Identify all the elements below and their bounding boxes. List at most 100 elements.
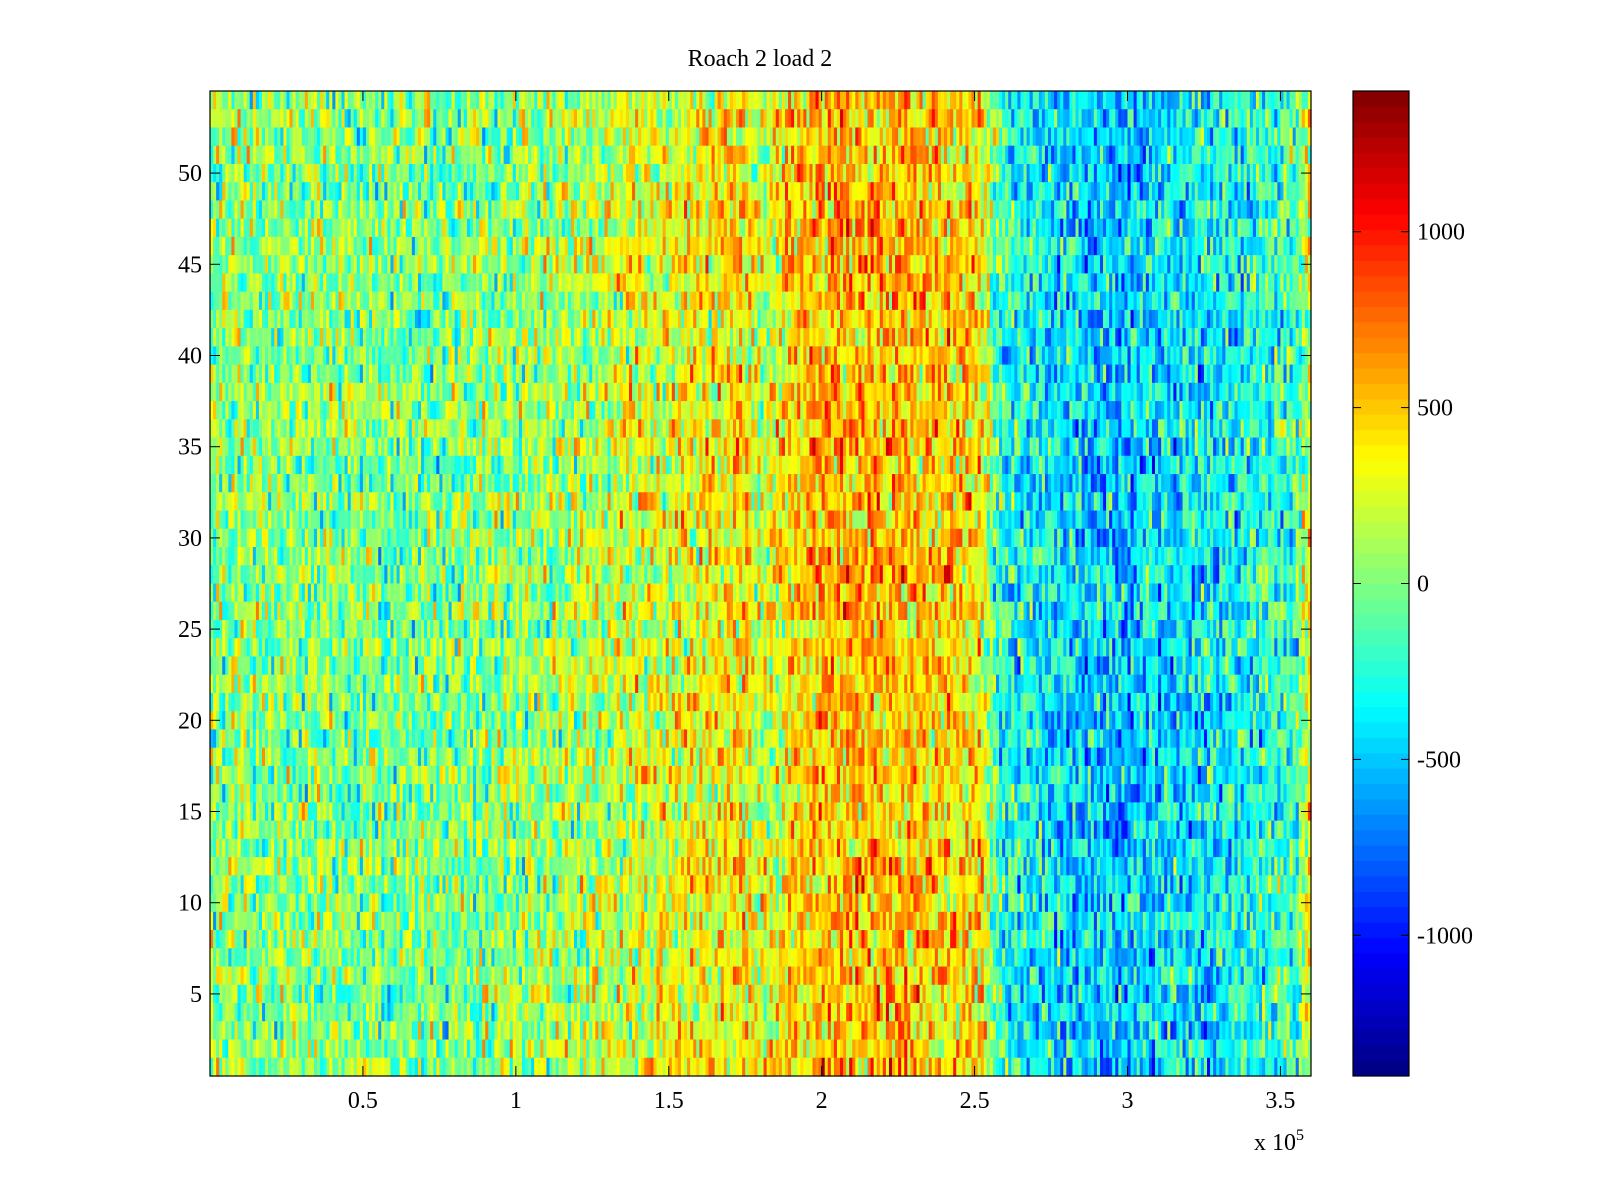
heatmap-cell xyxy=(647,328,651,347)
heatmap-cell xyxy=(310,255,315,275)
heatmap-cell xyxy=(1158,163,1162,183)
heatmap-cell xyxy=(1265,127,1269,147)
heatmap-cell xyxy=(365,236,370,256)
heatmap-cell xyxy=(1259,291,1263,311)
heatmap-cell xyxy=(1054,127,1058,147)
heatmap-cell xyxy=(323,127,327,147)
heatmap-cell xyxy=(332,309,336,329)
heatmap-cell xyxy=(1023,328,1028,347)
heatmap-cell xyxy=(867,255,872,275)
heatmap-cell xyxy=(656,291,661,311)
heatmap-cell xyxy=(356,218,361,238)
heatmap-cell xyxy=(919,200,924,220)
heatmap-cell xyxy=(913,200,918,220)
heatmap-cell xyxy=(616,91,621,110)
heatmap-cell xyxy=(928,91,933,110)
heatmap-cell xyxy=(1023,218,1028,238)
heatmap-cell xyxy=(1182,163,1187,183)
heatmap-cell xyxy=(479,127,483,147)
heatmap-cell xyxy=(1106,109,1110,129)
heatmap-cell xyxy=(995,109,1000,129)
heatmap-cell xyxy=(280,236,284,256)
heatmap-cell xyxy=(1008,91,1012,110)
heatmap-cell xyxy=(687,218,691,238)
heatmap-cell xyxy=(555,145,560,165)
heatmap-cell xyxy=(1249,218,1254,238)
heatmap-cell xyxy=(500,127,505,147)
heatmap-cell xyxy=(714,200,719,220)
heatmap-cell xyxy=(732,200,737,220)
heatmap-cell xyxy=(436,328,440,347)
heatmap-cell xyxy=(332,236,336,256)
heatmap-cell xyxy=(411,255,416,275)
heatmap-cell xyxy=(497,145,502,165)
heatmap-cell xyxy=(778,182,783,202)
heatmap-cell xyxy=(1069,182,1074,202)
heatmap-cell xyxy=(463,200,468,220)
heatmap-cell xyxy=(313,273,318,293)
heatmap-cell xyxy=(1158,273,1162,293)
heatmap-cell xyxy=(674,218,679,238)
heatmap-cell xyxy=(916,127,921,147)
heatmap-cell xyxy=(843,309,847,329)
heatmap-cell xyxy=(1234,182,1239,202)
heatmap-cell xyxy=(916,218,921,238)
heatmap-cell xyxy=(384,328,388,347)
heatmap-cell xyxy=(833,255,838,275)
heatmap-cell xyxy=(628,127,633,147)
heatmap-cell xyxy=(736,236,740,256)
heatmap-cell xyxy=(1118,91,1122,110)
heatmap-cell xyxy=(277,273,281,293)
heatmap-cell xyxy=(1185,273,1190,293)
heatmap-cell xyxy=(534,309,538,329)
heatmap-cell xyxy=(491,145,496,165)
heatmap-cell xyxy=(925,255,930,275)
heatmap-cell xyxy=(427,309,431,329)
heatmap-cell xyxy=(705,328,710,347)
heatmap-cell xyxy=(843,127,847,147)
heatmap-cell xyxy=(258,163,263,183)
heatmap-cell xyxy=(628,273,633,293)
heatmap-cell xyxy=(552,182,557,202)
heatmap-cell xyxy=(1298,182,1303,202)
heatmap-cell xyxy=(353,328,358,347)
heatmap-cell xyxy=(255,273,260,293)
heatmap-cell xyxy=(775,127,780,147)
heatmap-cell xyxy=(503,291,508,311)
heatmap-cell xyxy=(1259,145,1263,165)
heatmap-cell xyxy=(714,273,719,293)
heatmap-cell xyxy=(632,182,636,202)
heatmap-cell xyxy=(1075,145,1080,165)
heatmap-cell xyxy=(1249,145,1254,165)
heatmap-cell xyxy=(329,109,333,129)
heatmap-cell xyxy=(323,182,327,202)
heatmap-cell xyxy=(687,255,691,275)
heatmap-cell xyxy=(1124,127,1129,147)
heatmap-cell xyxy=(1023,255,1028,275)
heatmap-cell xyxy=(680,200,685,220)
heatmap-cell xyxy=(739,91,743,110)
heatmap-cell xyxy=(555,200,560,220)
heatmap-cell xyxy=(491,273,496,293)
heatmap-cell xyxy=(959,127,963,147)
heatmap-cell xyxy=(258,291,263,311)
heatmap-cell xyxy=(1087,91,1092,110)
heatmap-cell xyxy=(855,127,859,147)
heatmap-cell xyxy=(607,182,612,202)
heatmap-cell xyxy=(537,291,541,311)
heatmap-cell xyxy=(818,163,823,183)
heatmap-cell xyxy=(292,236,297,256)
heatmap-cell xyxy=(564,291,569,311)
heatmap-cell xyxy=(396,291,401,311)
heatmap-cell xyxy=(1096,236,1101,256)
heatmap-cell xyxy=(1078,236,1083,256)
heatmap-cell xyxy=(1286,182,1291,202)
heatmap-cell xyxy=(304,291,309,311)
heatmap-cell xyxy=(1246,182,1251,202)
heatmap-cell xyxy=(644,127,648,147)
heatmap-cell xyxy=(534,218,538,238)
heatmap-cell xyxy=(677,91,682,110)
heatmap-cell xyxy=(784,291,789,311)
heatmap-cell xyxy=(595,255,600,275)
heatmap-cell xyxy=(210,200,214,220)
